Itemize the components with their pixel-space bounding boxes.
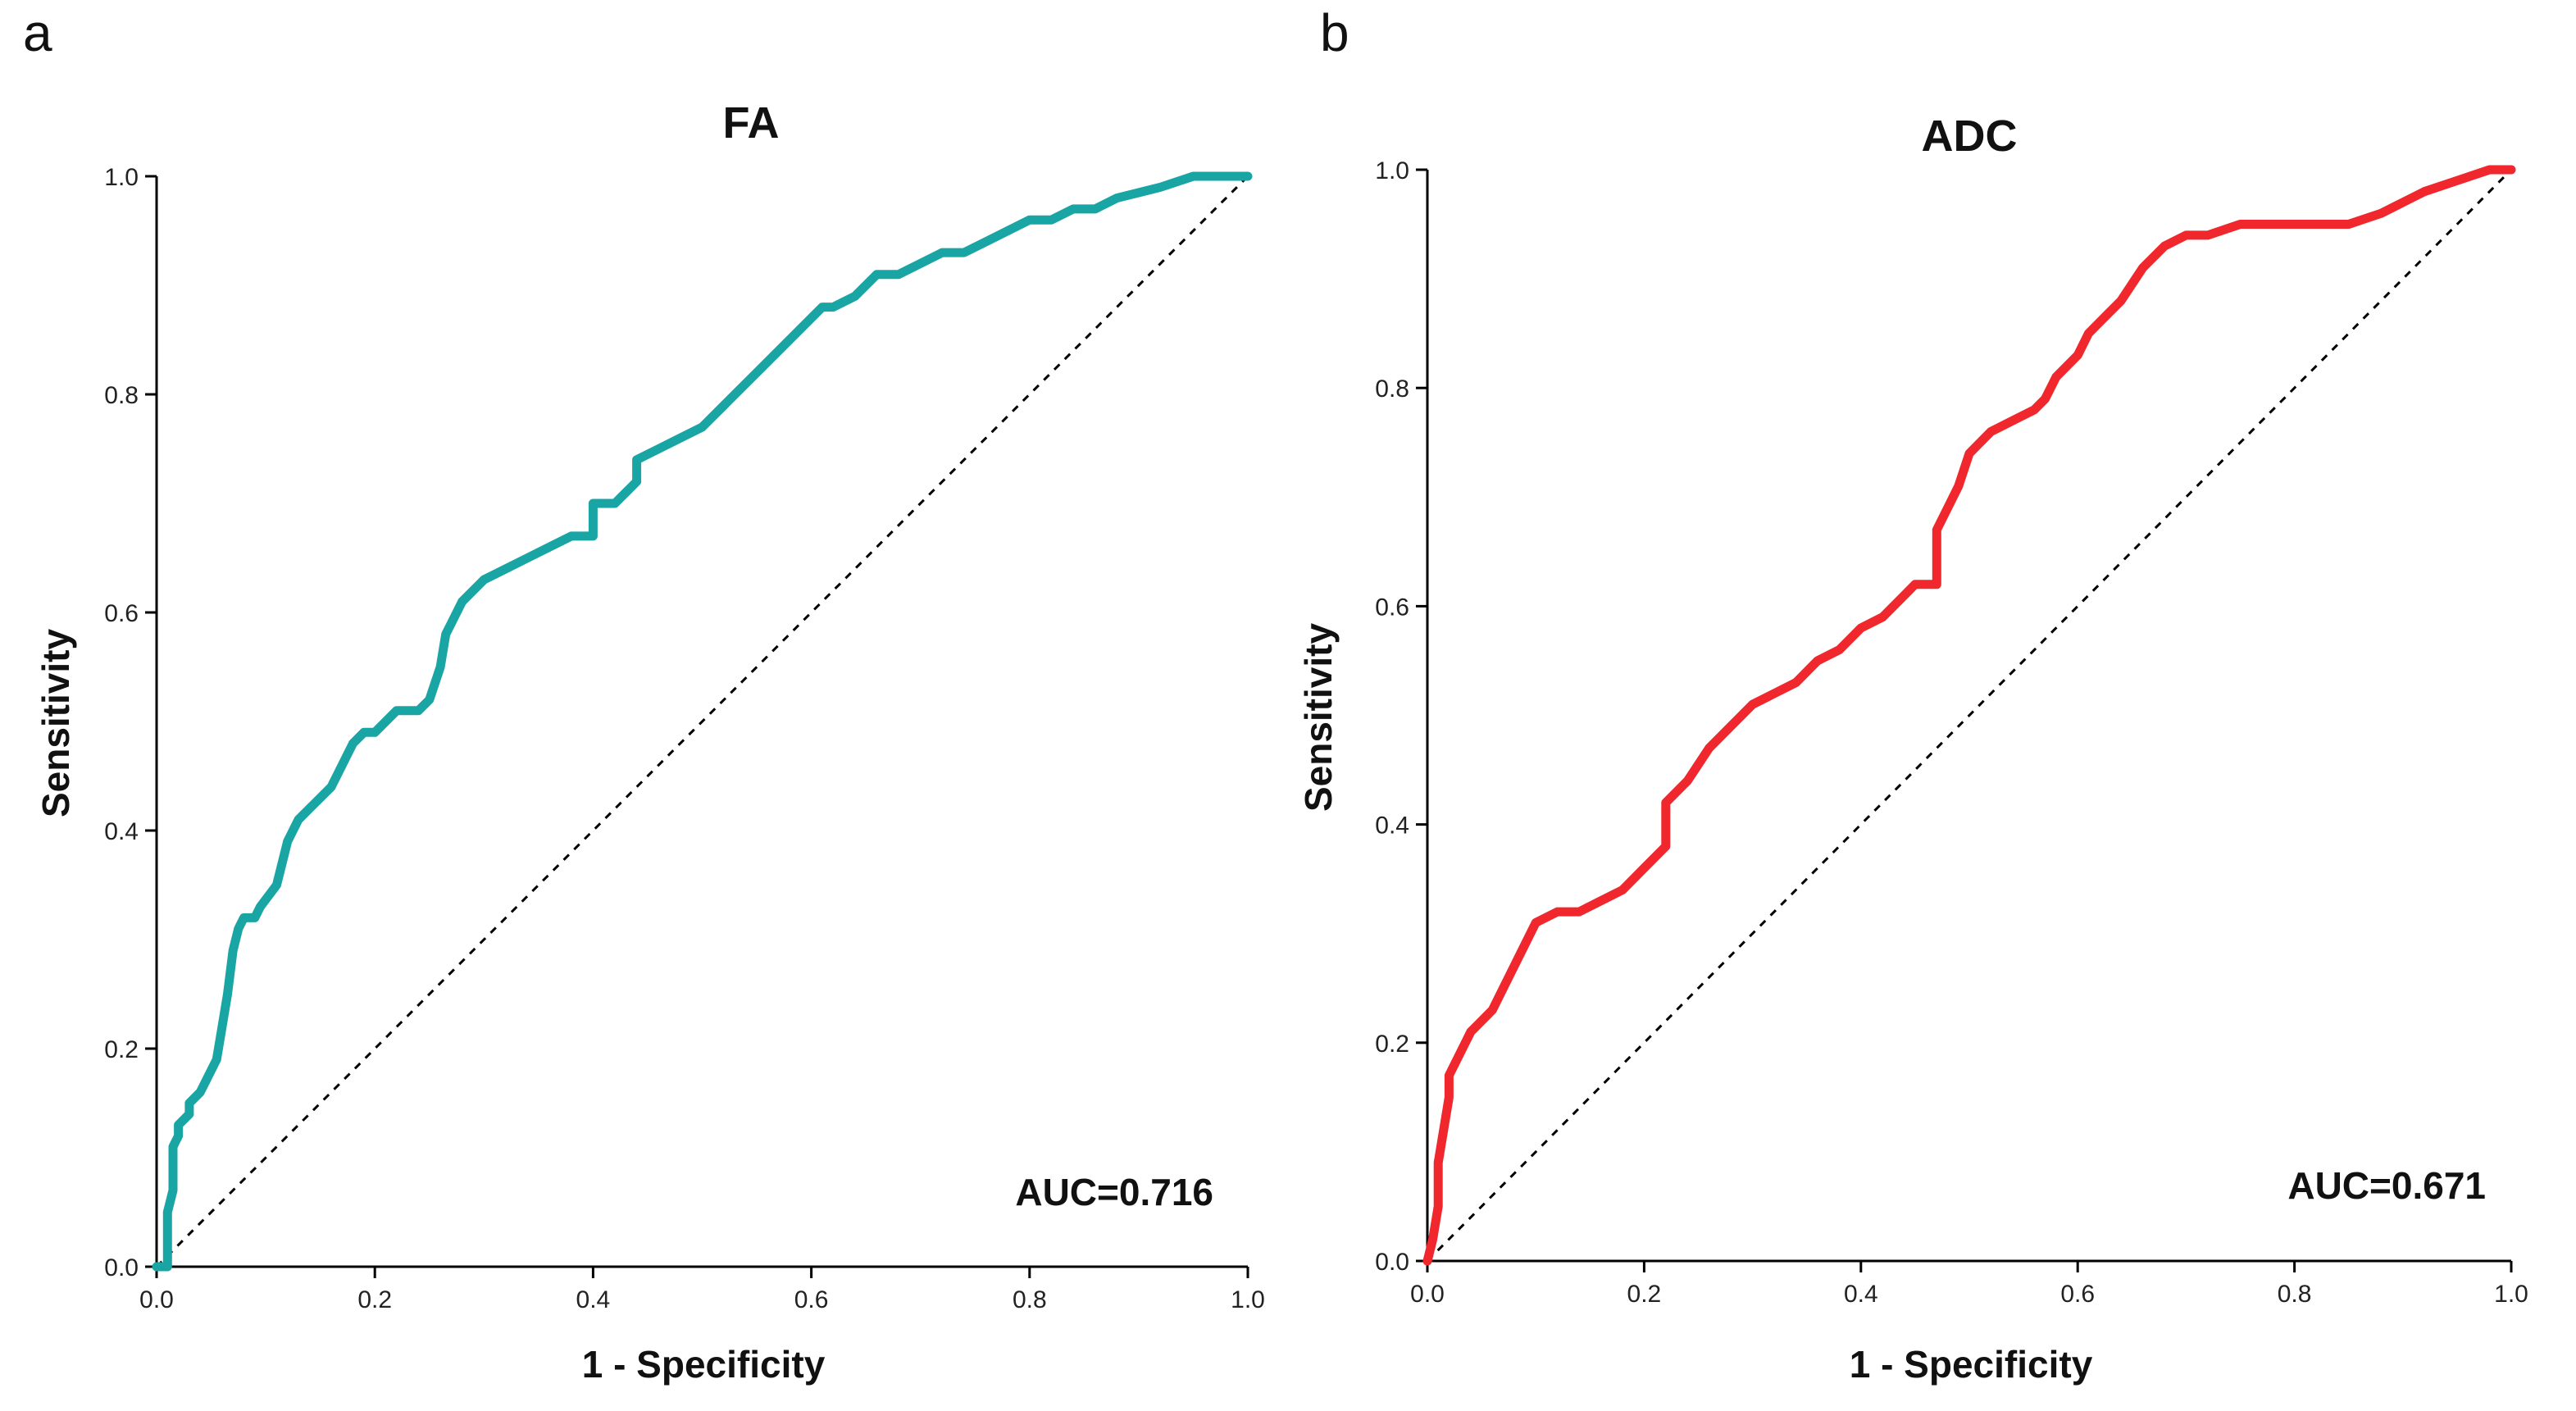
y-tick-label: 0.6 [1375, 594, 1409, 621]
y-tick-label: 0.2 [1375, 1031, 1409, 1058]
reference-diagonal-line [155, 175, 1249, 1268]
x-tick-label: 0.0 [139, 1286, 174, 1313]
auc-annotation: AUC=0.716 [1015, 1171, 1213, 1213]
chart-title: FA [722, 98, 779, 148]
roc-curve-fa [152, 171, 1253, 1272]
x-axis-label: 1 - Specificity [1850, 1343, 2093, 1386]
y-tick-label: 0.0 [1375, 1249, 1409, 1276]
y-tick-label: 0.4 [104, 818, 139, 845]
x-axis-label: 1 - Specificity [582, 1343, 826, 1386]
axis-ticks: 0.0 0.2 0.4 0.6 0.8 1.0 0.0 0.2 0.4 0.6 0.8 1.0 [1375, 157, 2528, 1308]
x-tick-label: 0.8 [2278, 1281, 2312, 1308]
y-tick-label: 0.6 [104, 600, 139, 627]
x-tick-label: 0.0 [1410, 1281, 1445, 1308]
roc-curve-adc [1422, 165, 2516, 1266]
y-tick-label: 0.8 [104, 382, 139, 409]
x-tick-label: 0.6 [2060, 1281, 2095, 1308]
panel-letter: b [1320, 3, 1349, 62]
plot-area [1422, 165, 2516, 1266]
x-tick-label: 0.4 [576, 1286, 611, 1313]
y-tick-label: 0.2 [104, 1036, 139, 1063]
y-tick-label: 0.0 [104, 1254, 139, 1281]
y-tick-label: 0.8 [1375, 376, 1409, 403]
panel-letter: a [23, 3, 52, 62]
x-tick-label: 1.0 [2494, 1281, 2528, 1308]
plot-area [152, 171, 1253, 1272]
y-axis-label: Sensitivity [34, 629, 77, 818]
x-tick-label: 0.4 [1844, 1281, 1878, 1308]
y-axis-label: Sensitivity [1297, 623, 1340, 812]
reference-diagonal-line [1426, 168, 2513, 1263]
panel-a: a FA 1 - Specificity Sensitivity AUC=0.7… [23, 3, 1265, 1386]
panel-b: b ADC 1 - Specificity Sensitivity AUC=0.… [1297, 3, 2528, 1386]
y-tick-label: 1.0 [104, 164, 139, 191]
x-tick-label: 1.0 [1231, 1286, 1265, 1313]
chart-title: ADC [1922, 112, 2018, 161]
x-tick-label: 0.2 [1627, 1281, 1662, 1308]
axis-ticks: 0.0 0.2 0.4 0.6 0.8 1.0 0.0 0.2 0.4 0.6 0.8 1.0 [104, 164, 1265, 1313]
x-tick-label: 0.2 [357, 1286, 392, 1313]
y-tick-label: 1.0 [1375, 157, 1409, 184]
y-tick-label: 0.4 [1375, 812, 1409, 840]
x-tick-label: 0.6 [794, 1286, 829, 1313]
auc-annotation: AUC=0.671 [2287, 1164, 2486, 1207]
x-tick-label: 0.8 [1013, 1286, 1047, 1313]
